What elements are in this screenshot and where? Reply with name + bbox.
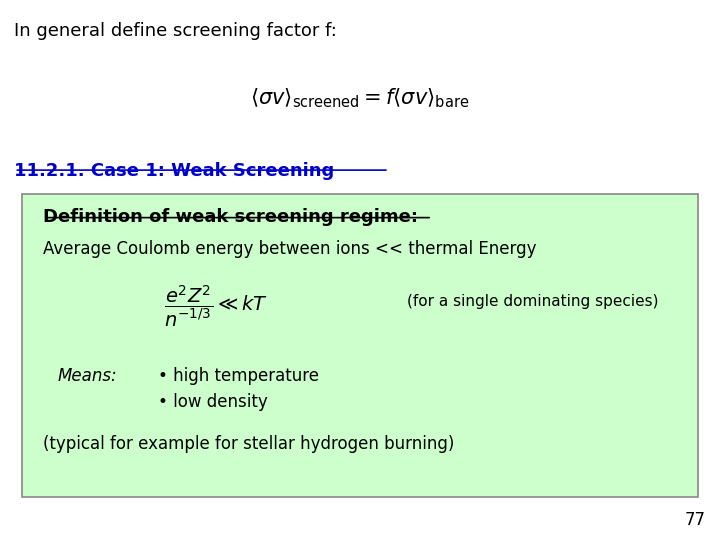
Text: (typical for example for stellar hydrogen burning): (typical for example for stellar hydroge…: [43, 435, 454, 453]
Text: In general define screening factor f:: In general define screening factor f:: [14, 22, 337, 39]
FancyBboxPatch shape: [22, 194, 698, 497]
Text: • low density: • low density: [158, 393, 268, 411]
Text: $\dfrac{e^2 Z^2}{n^{-1/3}} \ll kT$: $\dfrac{e^2 Z^2}{n^{-1/3}} \ll kT$: [164, 284, 268, 329]
Text: 11.2.1. Case 1: Weak Screening: 11.2.1. Case 1: Weak Screening: [14, 162, 335, 180]
Text: 77: 77: [685, 511, 706, 529]
Text: Means:: Means:: [58, 367, 117, 385]
Text: $\langle \sigma v \rangle_{\mathrm{screened}} = f \langle \sigma v \rangle_{\mat: $\langle \sigma v \rangle_{\mathrm{scree…: [251, 86, 469, 110]
Text: • high temperature: • high temperature: [158, 367, 320, 385]
Text: Definition of weak screening regime:: Definition of weak screening regime:: [43, 208, 418, 226]
Text: Average Coulomb energy between ions << thermal Energy: Average Coulomb energy between ions << t…: [43, 240, 536, 258]
Text: (for a single dominating species): (for a single dominating species): [407, 294, 659, 309]
